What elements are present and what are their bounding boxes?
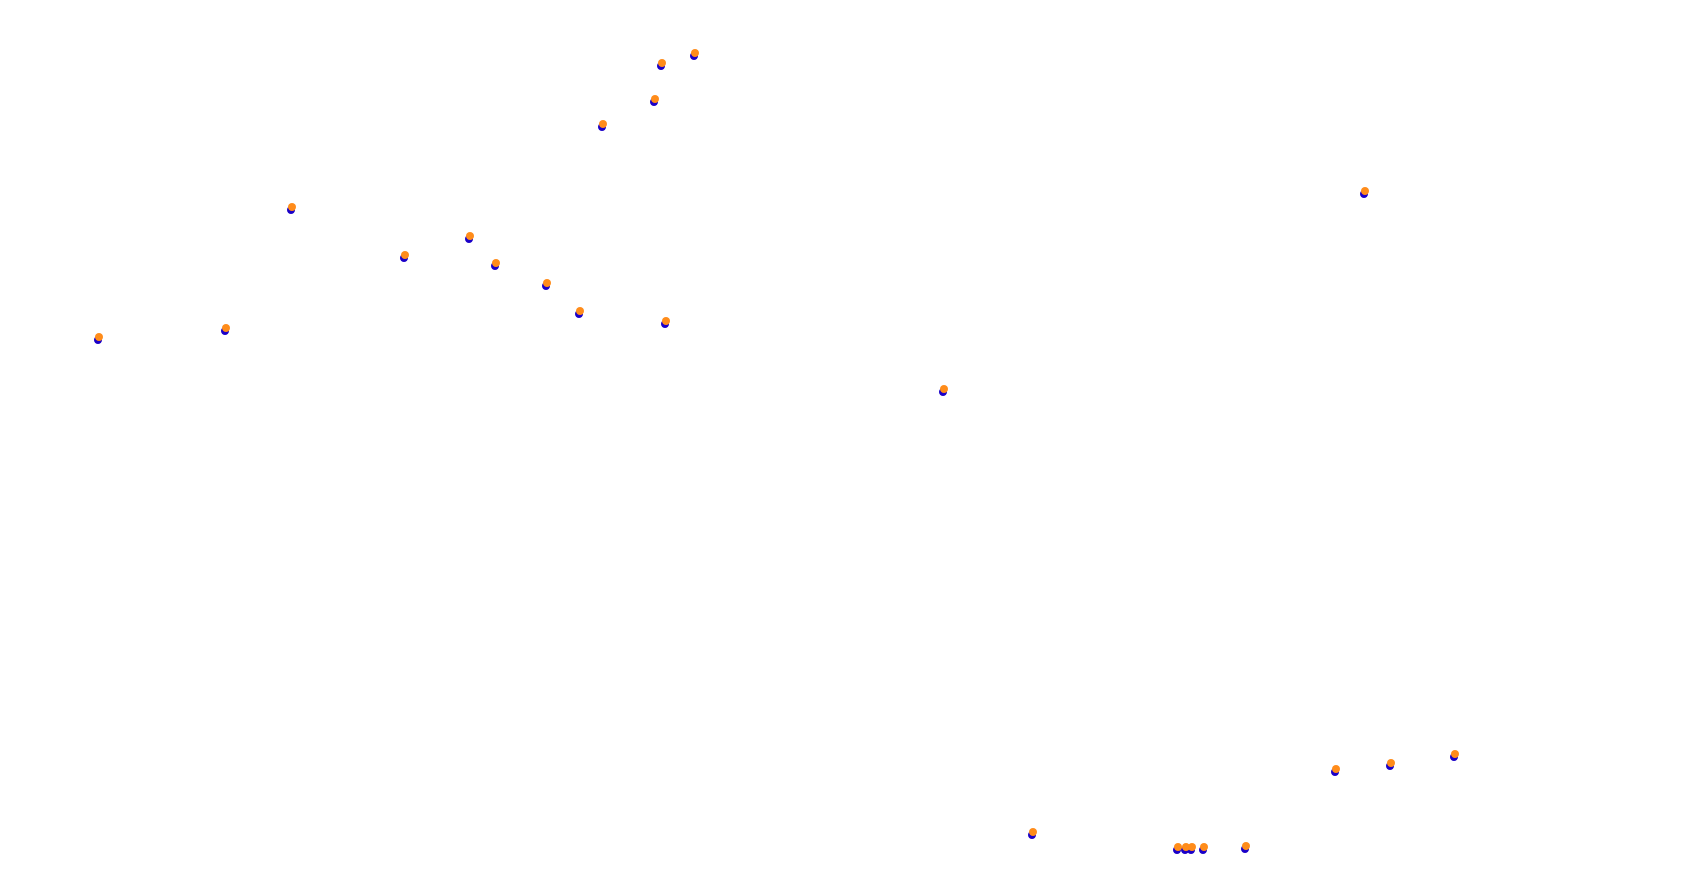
point: [658, 59, 666, 67]
point: [576, 307, 584, 315]
point: [599, 120, 607, 128]
point: [1387, 759, 1395, 767]
point: [1242, 842, 1250, 850]
point: [1451, 750, 1459, 758]
point: [543, 279, 551, 287]
point: [401, 251, 409, 259]
point: [1182, 843, 1190, 851]
point: [1361, 187, 1369, 195]
point: [492, 259, 500, 267]
point: [1188, 843, 1196, 851]
point: [651, 95, 659, 103]
point: [466, 232, 474, 240]
point: [1332, 765, 1340, 773]
point: [95, 333, 103, 341]
point: [1200, 843, 1208, 851]
point: [222, 324, 230, 332]
point: [940, 385, 948, 393]
point: [662, 317, 670, 325]
point: [691, 49, 699, 57]
point: [1029, 828, 1037, 836]
point: [288, 203, 296, 211]
point: [1174, 843, 1182, 851]
